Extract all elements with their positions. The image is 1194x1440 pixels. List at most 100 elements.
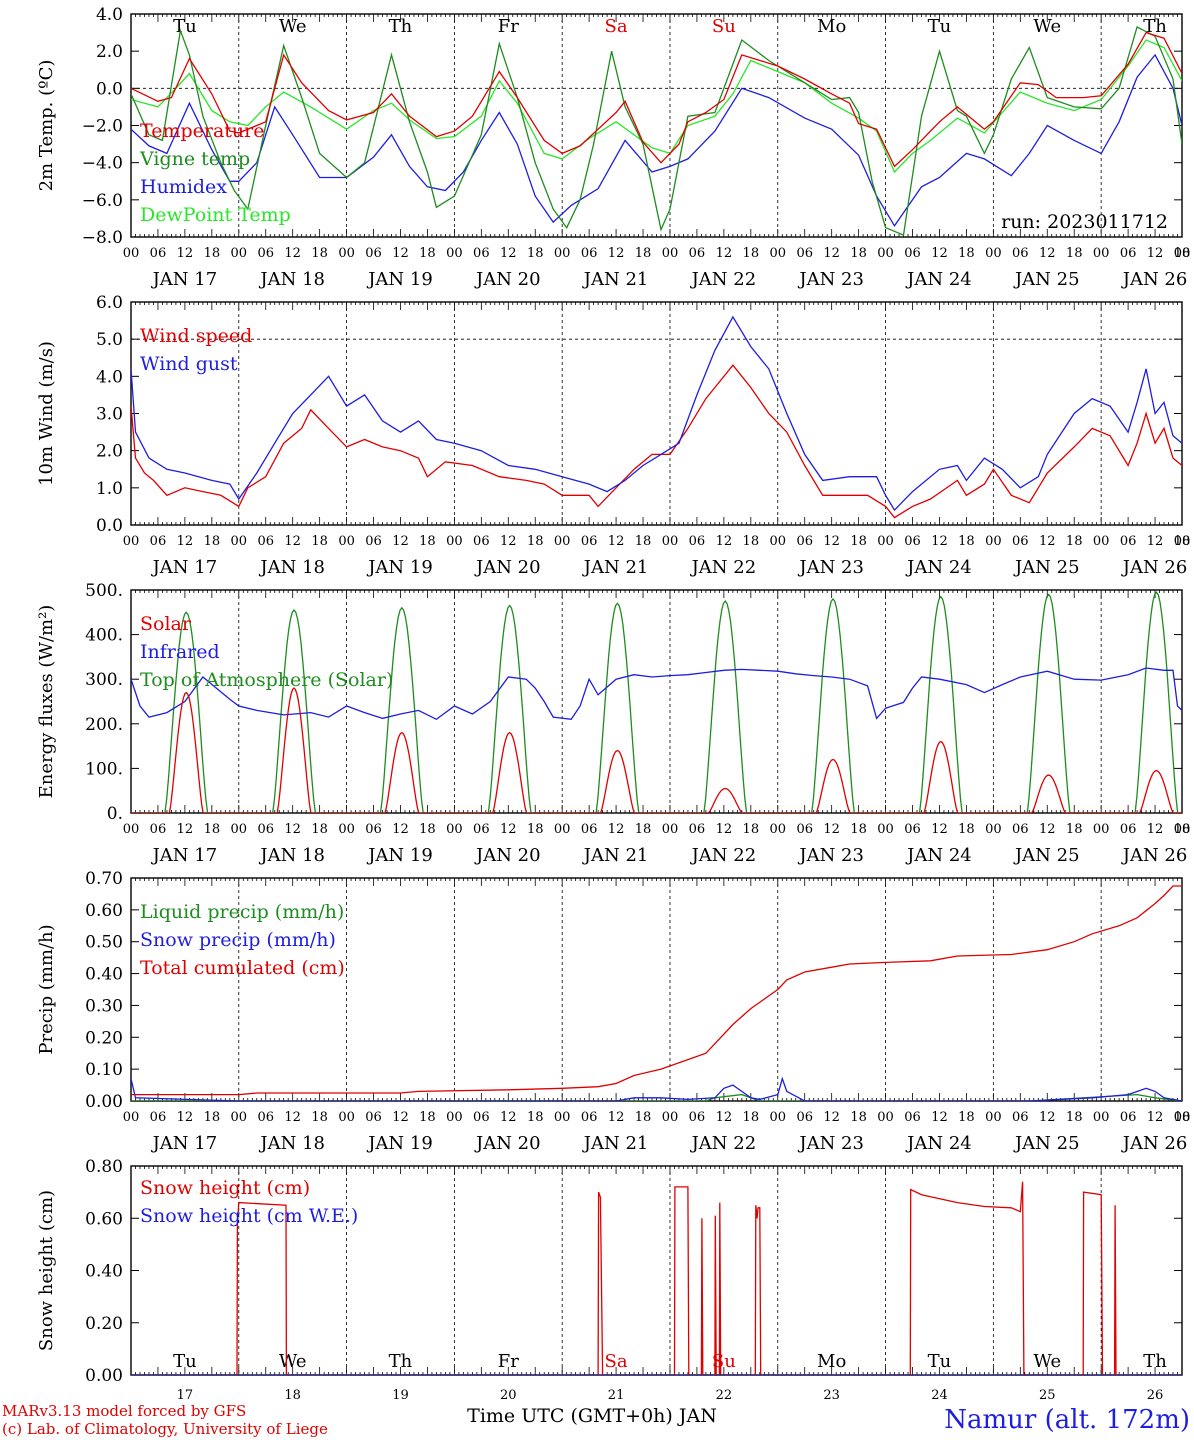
date-label: JAN 18 — [258, 269, 325, 290]
panel-5: 0.80 0.60 0.40 0.20 0.00 Snow height (cm) 17 18… — [36, 1157, 1183, 1403]
hour-tick-label: 12 — [284, 1110, 301, 1125]
hour-tick-label: 00 — [554, 822, 571, 837]
hour-tick-label: 06 — [1012, 822, 1029, 837]
hour-tick-label: 06 — [473, 822, 490, 837]
hour-tick-label: 06 — [257, 1110, 274, 1125]
day-number-label: 25 — [1039, 1388, 1056, 1403]
hour-tick-label: 00 — [338, 534, 355, 549]
hour-tick-label: 00 — [1174, 534, 1191, 549]
hour-tick-label: 00 — [662, 534, 679, 549]
hour-tick-label: 06 — [473, 246, 490, 261]
hour-tick-label: 18 — [743, 534, 760, 549]
hour-tick-label: 18 — [958, 534, 975, 549]
series-line-snow-height-cm- — [131, 1181, 1182, 1375]
model-credit-line1: MARv3.13 model forced by GFS — [2, 1402, 246, 1420]
hour-tick-label: 18 — [635, 822, 652, 837]
hour-tick-label: 12 — [823, 246, 840, 261]
day-number-label: 19 — [392, 1388, 409, 1403]
y-tick-label: 0.0 — [96, 516, 123, 536]
weekday-label: Sa — [605, 1351, 628, 1372]
date-label: JAN 25 — [1013, 1133, 1080, 1154]
hour-tick-label: 12 — [392, 246, 409, 261]
series-line-temperature — [131, 31, 1182, 168]
hour-tick-label: 18 — [958, 246, 975, 261]
date-label: JAN 22 — [690, 1133, 757, 1154]
weekday-label: We — [1033, 16, 1061, 37]
date-label: JAN 25 — [1013, 845, 1080, 866]
y-tick-label: 0.00 — [85, 1366, 123, 1386]
series-line-wind-gust — [131, 315, 1182, 512]
day-number-label: 18 — [284, 1388, 301, 1403]
date-label: JAN 18 — [258, 1133, 325, 1154]
hour-tick-label: 06 — [581, 246, 598, 261]
y-tick-label: 0.60 — [85, 1209, 123, 1229]
hour-tick-label: 12 — [823, 822, 840, 837]
weekday-label: Th — [389, 16, 413, 37]
hour-tick-label: 00 — [123, 246, 140, 261]
date-label: JAN 26 — [1121, 1133, 1188, 1154]
hour-tick-label: 12 — [177, 246, 194, 261]
legend-entry: DewPoint Temp — [140, 204, 291, 226]
date-label: JAN 25 — [1013, 557, 1080, 578]
weekday-label: Mo — [817, 1351, 846, 1372]
hour-tick-label: 00 — [769, 534, 786, 549]
y-axis-label: 2m Temp. (ºC) — [36, 60, 57, 192]
date-label: JAN 17 — [151, 845, 218, 866]
hour-tick-label: 18 — [850, 534, 867, 549]
legend-entry: Humidex — [140, 176, 227, 198]
hour-tick-label: 12 — [284, 822, 301, 837]
hour-tick-label: 18 — [1066, 822, 1083, 837]
y-tick-label: −6.0 — [82, 191, 123, 211]
hour-tick-label: 12 — [1147, 246, 1164, 261]
hour-tick-label: 06 — [1012, 246, 1029, 261]
hour-tick-label: 00 — [877, 822, 894, 837]
hour-tick-label: 06 — [689, 246, 706, 261]
date-label: JAN 21 — [582, 1133, 649, 1154]
date-label: JAN 21 — [582, 845, 649, 866]
hour-tick-label: 12 — [500, 534, 517, 549]
hour-tick-label: 18 — [743, 246, 760, 261]
hour-tick-label: 12 — [284, 246, 301, 261]
y-tick-label: 4.0 — [96, 367, 123, 387]
plot-frame — [130, 589, 1183, 814]
y-tick-label: 0.70 — [85, 869, 123, 889]
hour-tick-label: 00 — [1093, 246, 1110, 261]
hour-tick-label: 18 — [419, 1110, 436, 1125]
date-label: JAN 20 — [474, 269, 541, 290]
hour-tick-label: 06 — [796, 822, 813, 837]
hour-tick-label: 12 — [931, 246, 948, 261]
day-number-label: 17 — [177, 1388, 194, 1403]
hour-tick-label: 00 — [662, 822, 679, 837]
hour-tick-label: 06 — [581, 534, 598, 549]
date-label: JAN 26 — [1121, 557, 1188, 578]
series-line-wind-speed — [131, 364, 1182, 519]
date-label: JAN 20 — [474, 1133, 541, 1154]
hour-tick-label: 12 — [284, 534, 301, 549]
hour-tick-label: 12 — [716, 246, 733, 261]
hour-tick-label: 12 — [608, 822, 625, 837]
hour-tick-label: 12 — [716, 534, 733, 549]
hour-tick-label: 18 — [958, 1110, 975, 1125]
date-label: JAN 17 — [151, 269, 218, 290]
hour-tick-label: 18 — [311, 534, 328, 549]
hour-tick-label: 12 — [931, 534, 948, 549]
y-tick-label: 0.40 — [85, 1262, 123, 1282]
hour-tick-label: 00 — [123, 534, 140, 549]
hour-tick-label: 18 — [850, 822, 867, 837]
series-line-top-of-atmosphere-solar- — [131, 591, 1182, 813]
hour-tick-label: 18 — [311, 822, 328, 837]
hour-tick-label: 06 — [150, 534, 167, 549]
hour-tick-label: 12 — [500, 246, 517, 261]
hour-tick-label: 18 — [1174, 534, 1191, 549]
panel-4: 0.70 0.60 0.50 0.40 0.30 0.20 0.10 0.00 Precip (… — [36, 869, 1190, 1154]
y-tick-label: 400. — [85, 626, 123, 646]
hour-tick-label: 00 — [446, 1110, 463, 1125]
hour-tick-label: 12 — [931, 822, 948, 837]
y-axis-label: Precip (mm/h) — [36, 924, 57, 1054]
hour-tick-label: 18 — [1174, 246, 1191, 261]
hour-tick-label: 18 — [743, 822, 760, 837]
panels: 4.0 2.0 0.0 −2.0 −4.0 −6.0 −8.0 2m Temp. (ºC) 00… — [36, 5, 1190, 1403]
model-credit-line2: (c) Lab. of Climatology, University of L… — [2, 1420, 328, 1438]
hour-tick-label: 00 — [877, 534, 894, 549]
